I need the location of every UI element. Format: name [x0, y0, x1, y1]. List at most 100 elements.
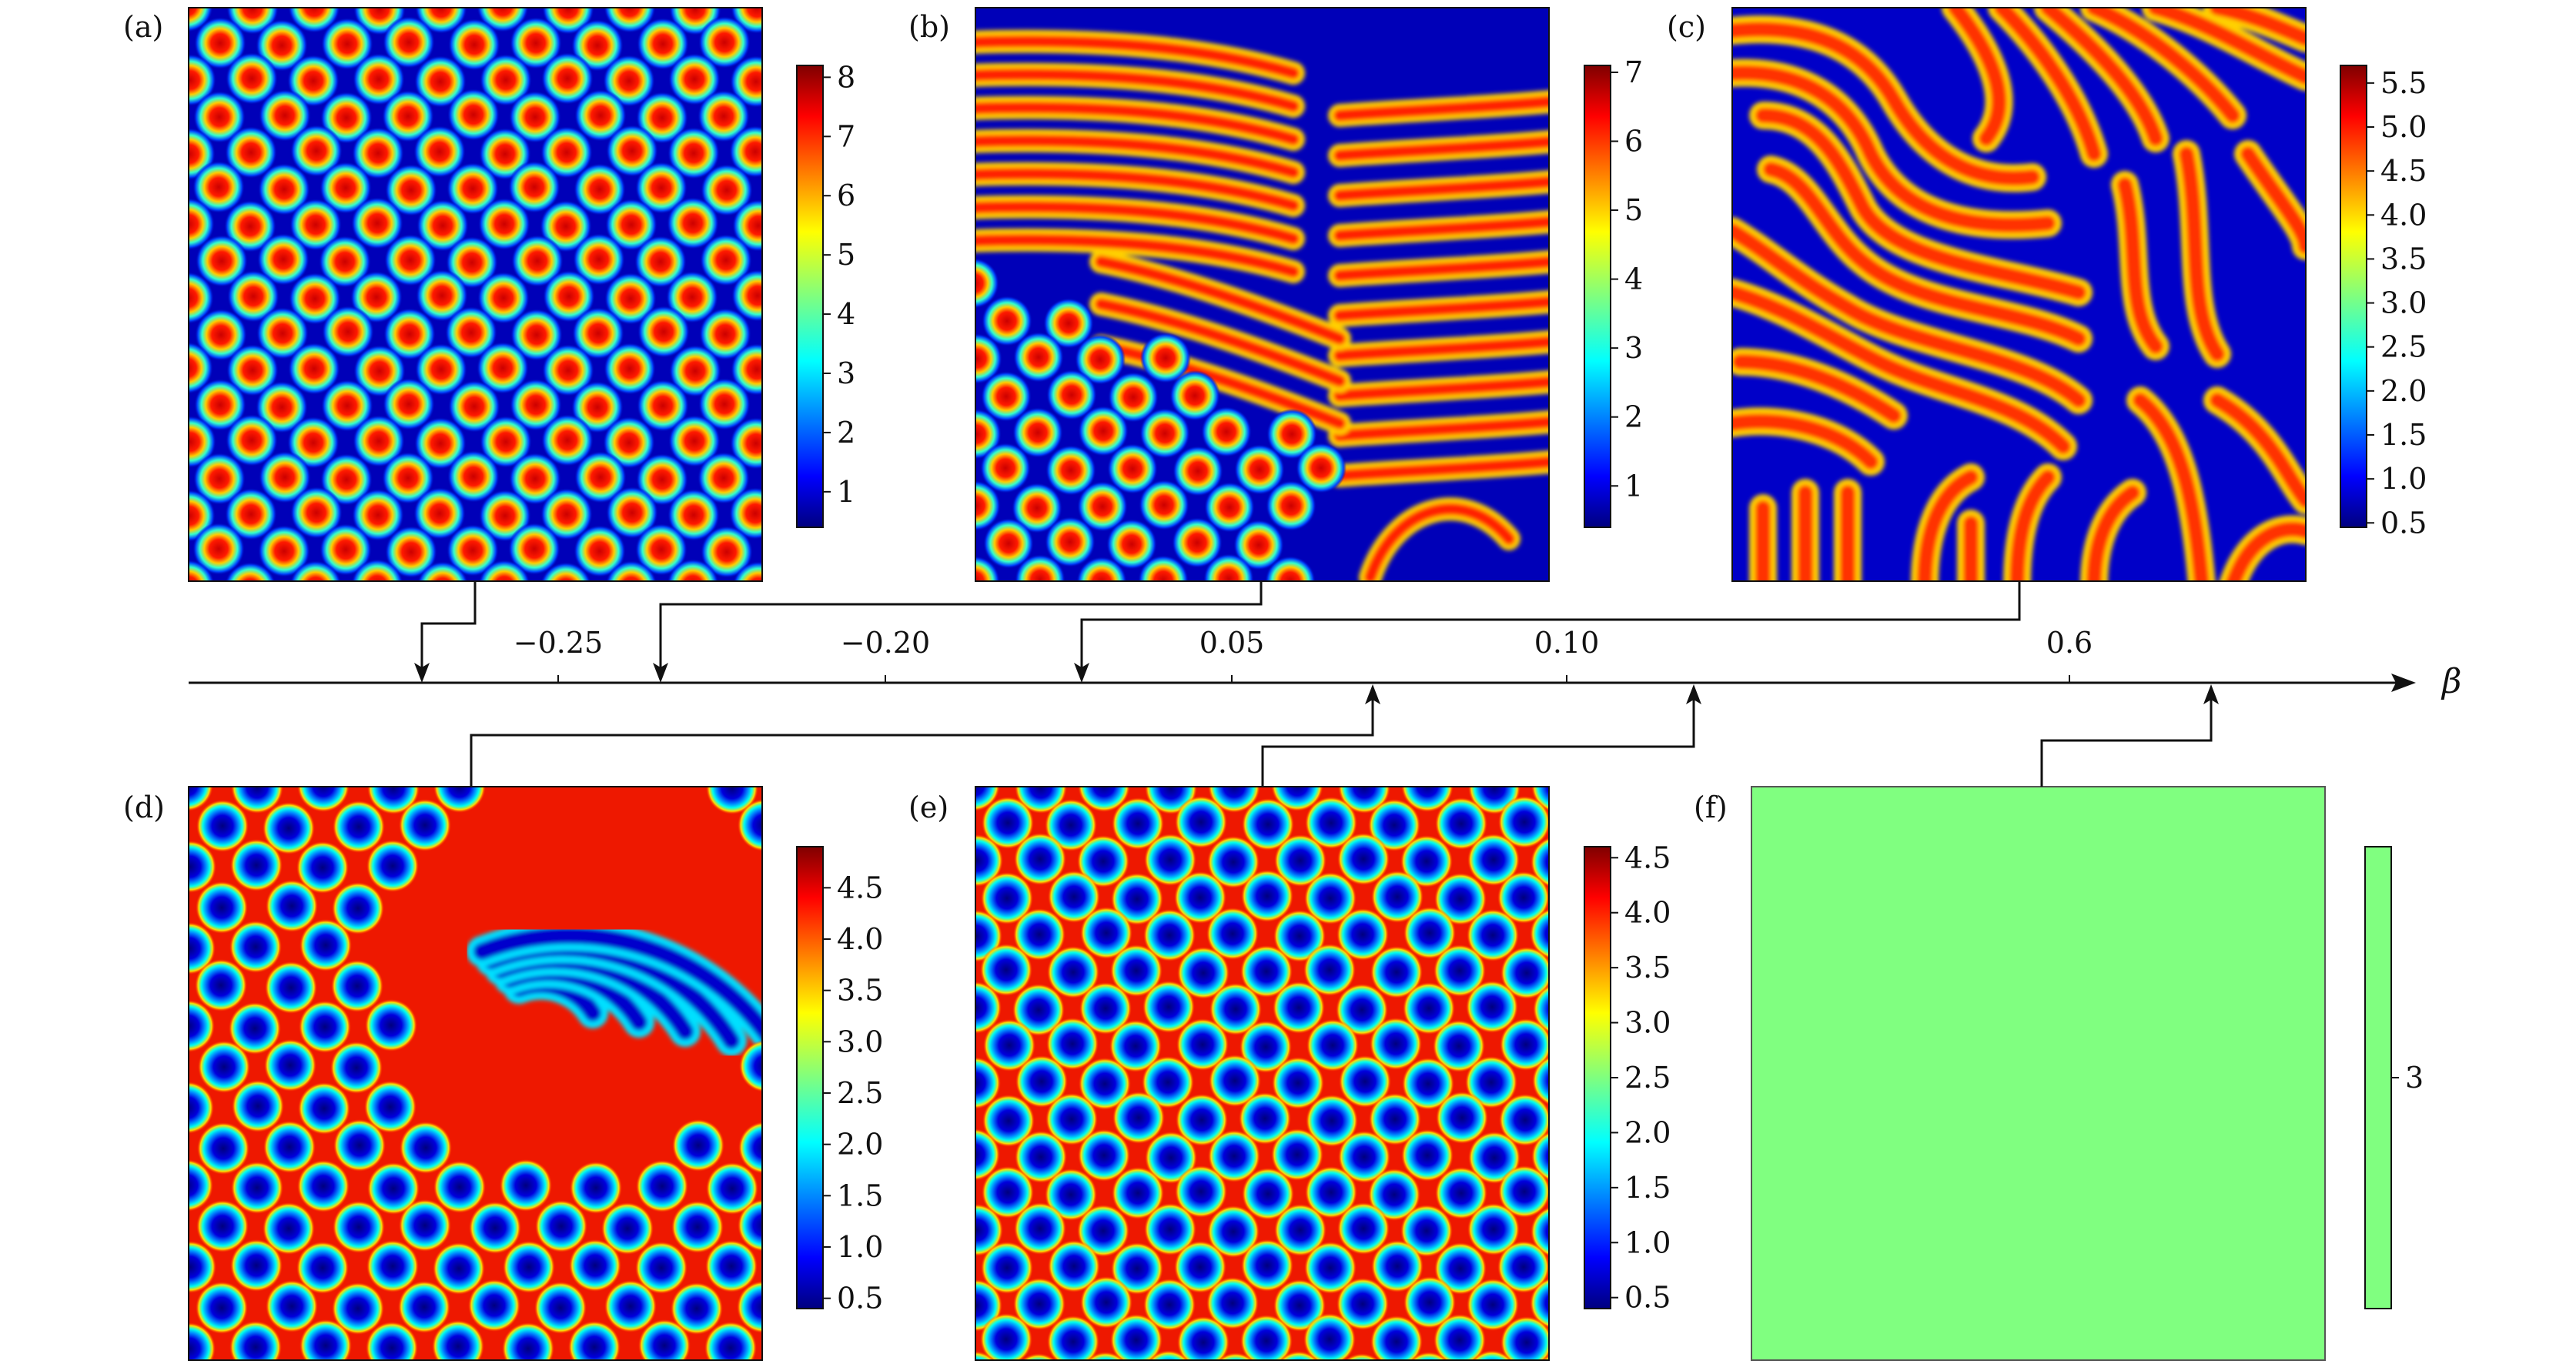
red-spot	[541, 414, 594, 466]
blue-hole	[332, 1282, 384, 1335]
red-spot	[1234, 444, 1285, 495]
blue-hole	[1045, 720, 1098, 772]
blue-hole	[400, 717, 452, 770]
blue-hole	[1500, 947, 1549, 999]
blue-hole	[1112, 722, 1165, 774]
red-spot	[193, 91, 246, 143]
stripe-c	[2040, 8, 2163, 146]
blue-hole	[738, 1122, 762, 1174]
red-spot	[99, 417, 151, 470]
blue-hole	[917, 945, 969, 998]
red-spot	[100, 269, 152, 322]
blue-hole	[469, 1202, 521, 1254]
blue-hole	[400, 1122, 452, 1174]
stripe-c	[1732, 22, 2040, 186]
blue-hole	[330, 1041, 383, 1094]
blue-hole	[189, 1000, 215, 1052]
blue-hole	[704, 1322, 757, 1360]
blue-hole	[1216, 1352, 1255, 1360]
blue-hole	[1240, 1315, 1293, 1360]
blue-hole	[738, 1199, 762, 1252]
stripe-c	[2210, 8, 2306, 46]
red-spot	[1013, 332, 1064, 383]
pattern-panel-c	[1732, 8, 2306, 581]
red-spot	[883, 256, 934, 306]
blue-hole	[1304, 872, 1357, 924]
red-spot	[130, 236, 182, 289]
red-spot	[698, 90, 750, 142]
colorbar-d	[796, 846, 824, 1309]
blue-hole	[1271, 1128, 1323, 1181]
blue-hole	[197, 1122, 249, 1175]
colorbar-tick-label: 3.0	[837, 1025, 883, 1058]
blue-hole	[1468, 1132, 1521, 1184]
red-spot	[636, 453, 688, 506]
blue-hole	[771, 1320, 823, 1364]
colorbar-b	[1584, 65, 1611, 528]
panel-label-d: (d)	[123, 791, 165, 824]
colorbar-tick-label: 1.5	[837, 1178, 883, 1212]
stripe-c	[1732, 413, 1878, 470]
blue-hole	[1306, 725, 1358, 777]
panel-label-a: (a)	[123, 10, 163, 44]
red-spot	[101, 199, 153, 252]
blue-hole	[1338, 1131, 1390, 1183]
red-spot	[667, 559, 719, 581]
red-spot	[919, 369, 970, 420]
blue-hole	[1532, 1056, 1549, 1105]
stripe-b-right	[1333, 416, 1549, 442]
blue-hole	[1239, 723, 1291, 775]
blue-hole	[1401, 1129, 1454, 1182]
blue-hole	[705, 1240, 758, 1292]
red-spot	[885, 406, 936, 457]
panel-label-c: (c)	[1667, 10, 1706, 44]
blue-hole	[1209, 983, 1262, 1035]
blue-hole	[297, 787, 350, 812]
red-spot	[1173, 446, 1223, 496]
colorbar-tick-label: 2.0	[837, 1128, 883, 1162]
stripe-b-right	[1333, 336, 1549, 362]
blue-hole	[1241, 1239, 1293, 1292]
red-spot	[447, 450, 500, 503]
blue-hole	[1337, 908, 1389, 961]
red-spot	[698, 16, 751, 69]
red-spot	[258, 525, 310, 577]
blue-hole	[1402, 1058, 1454, 1110]
red-spot	[259, 89, 311, 142]
stripe-c	[2117, 177, 2163, 354]
red-spot	[383, 308, 436, 360]
blue-hole	[1174, 1241, 1226, 1293]
red-spot	[603, 55, 655, 107]
blue-hole	[1176, 720, 1228, 773]
red-spot	[447, 89, 500, 141]
blue-hole	[1239, 1021, 1292, 1073]
red-spot	[1108, 372, 1159, 423]
blue-hole	[885, 1130, 937, 1182]
red-spot	[762, 524, 815, 577]
stripe-c	[2240, 146, 2306, 254]
pattern-panel-b	[883, 8, 1549, 581]
blue-hole	[883, 1277, 935, 1329]
connector-a	[420, 581, 477, 670]
red-spot	[1169, 370, 1220, 421]
red-spot	[321, 18, 373, 70]
blue-hole	[1206, 908, 1259, 960]
red-spot	[731, 8, 762, 34]
blue-hole	[1303, 944, 1356, 996]
red-spot	[226, 52, 278, 105]
blue-hole	[738, 721, 791, 774]
blue-hole	[263, 1121, 316, 1173]
red-spot	[1201, 406, 1252, 457]
red-spot	[417, 199, 469, 252]
red-spot	[540, 200, 592, 252]
blue-hole	[193, 718, 246, 771]
blue-hole	[298, 1082, 350, 1135]
colorbar-tick-label: 5.5	[2380, 66, 2427, 100]
blue-hole	[1303, 1313, 1356, 1360]
blue-hole	[918, 1239, 970, 1292]
blue-hole	[1467, 834, 1520, 886]
blue-hole	[706, 1162, 758, 1215]
red-spot	[195, 309, 247, 361]
blue-hole	[96, 1001, 149, 1054]
blue-hole	[635, 1242, 687, 1294]
